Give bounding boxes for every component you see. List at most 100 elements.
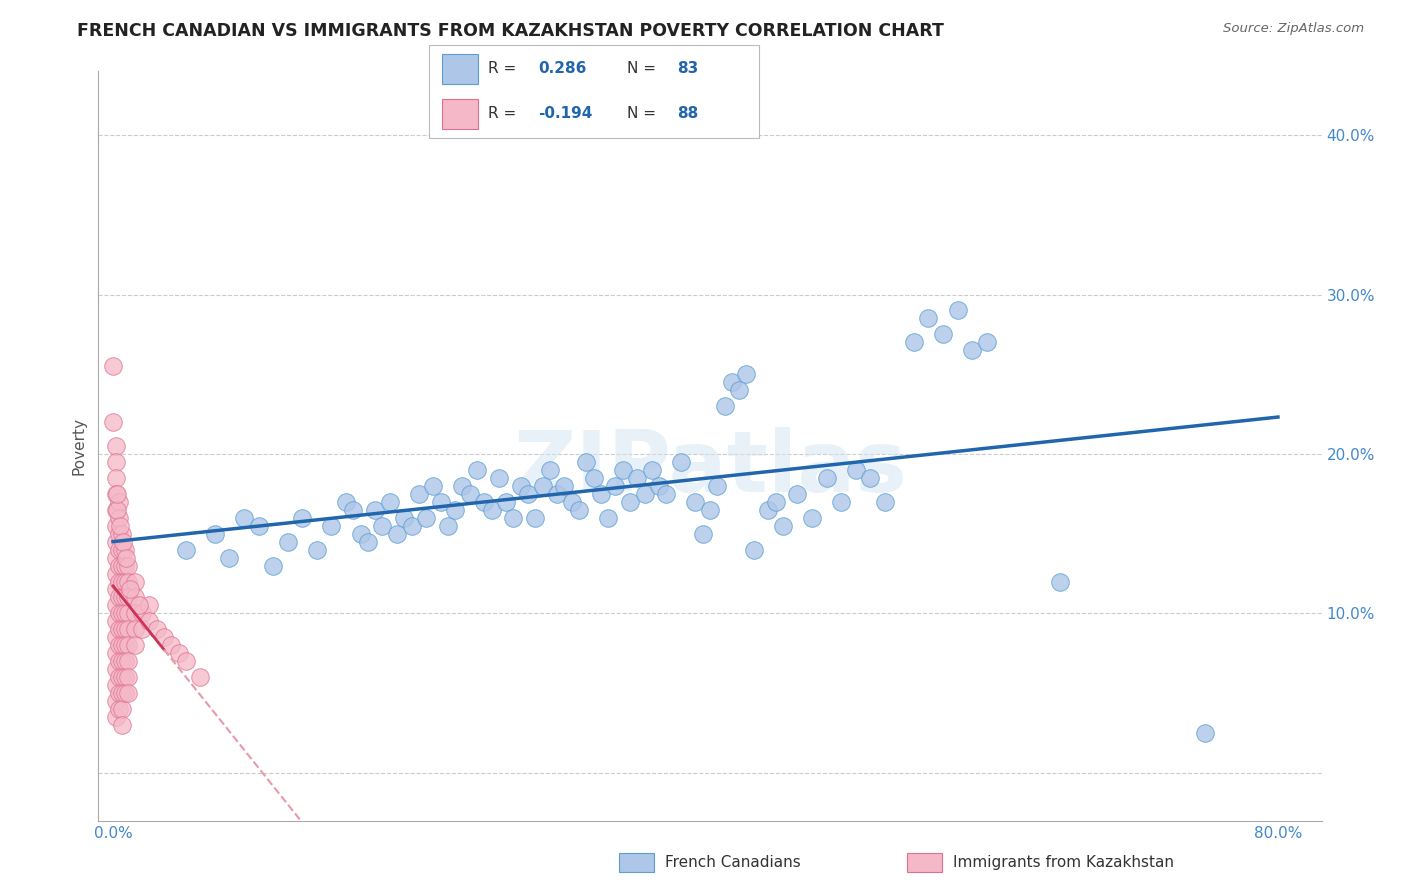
Point (291, 510, 314, 524)
Point (104, 566, 127, 581)
Point (131, 623, 153, 637)
Point (104, 534, 127, 549)
Point (976, 335, 998, 350)
Point (114, 607, 136, 621)
Point (596, 510, 619, 524)
Point (575, 455, 598, 469)
Point (110, 518, 132, 533)
Point (728, 383, 751, 397)
Point (786, 487, 808, 501)
Point (742, 542, 765, 557)
Point (859, 471, 882, 485)
Point (364, 502, 387, 516)
Point (335, 495, 357, 509)
Point (174, 542, 197, 557)
Point (108, 702, 131, 716)
Point (815, 471, 838, 485)
Point (641, 463, 664, 477)
Point (444, 502, 467, 516)
Point (104, 582, 127, 597)
Point (104, 615, 127, 629)
Text: FRENCH CANADIAN VS IMMIGRANTS FROM KAZAKHSTAN POVERTY CORRELATION CHART: FRENCH CANADIAN VS IMMIGRANTS FROM KAZAK… (77, 22, 945, 40)
Text: French Canadians: French Canadians (665, 855, 801, 870)
Point (167, 646, 190, 660)
Point (117, 638, 139, 652)
Point (277, 534, 299, 549)
Point (117, 670, 139, 684)
Point (104, 502, 127, 516)
Point (262, 558, 284, 573)
Point (685, 495, 707, 509)
Point (124, 607, 146, 621)
Text: -0.194: -0.194 (538, 106, 592, 121)
Bar (441, 99, 478, 129)
Point (495, 495, 517, 509)
Point (772, 518, 794, 533)
Point (124, 574, 146, 589)
Point (114, 670, 136, 684)
Text: N =: N = (627, 106, 657, 121)
Point (108, 638, 131, 652)
Point (124, 591, 146, 605)
Point (114, 542, 136, 557)
Point (114, 574, 136, 589)
Point (101, 359, 124, 374)
Point (357, 534, 380, 549)
Text: R =: R = (488, 62, 516, 77)
Point (706, 479, 728, 493)
Point (233, 510, 256, 524)
Point (655, 487, 678, 501)
Point (873, 495, 896, 509)
Text: 83: 83 (676, 62, 697, 77)
Point (648, 479, 671, 493)
Point (104, 646, 127, 660)
Point (669, 455, 692, 469)
Point (117, 686, 139, 700)
Point (917, 311, 939, 326)
Point (946, 303, 969, 318)
Bar (441, 54, 478, 84)
Point (138, 599, 160, 613)
Point (699, 502, 721, 516)
Point (517, 487, 540, 501)
Point (117, 558, 139, 573)
Text: N =: N = (627, 62, 657, 77)
Point (131, 607, 153, 621)
Point (114, 654, 136, 668)
Point (104, 630, 127, 644)
Text: ZIPatlas: ZIPatlas (513, 427, 907, 510)
Point (104, 710, 127, 724)
Point (612, 463, 634, 477)
Point (111, 670, 134, 684)
Point (568, 502, 591, 516)
Text: R =: R = (488, 106, 516, 121)
Point (111, 623, 134, 637)
Point (101, 415, 124, 429)
Point (105, 502, 128, 516)
Point (401, 518, 423, 533)
Text: Immigrants from Kazakhstan: Immigrants from Kazakhstan (953, 855, 1174, 870)
Point (561, 495, 583, 509)
Point (735, 368, 758, 382)
Point (138, 615, 160, 629)
Point (903, 335, 925, 350)
Point (481, 502, 503, 516)
Point (114, 623, 136, 637)
Point (1049, 574, 1071, 589)
Point (104, 599, 127, 613)
Point (619, 495, 641, 509)
Point (174, 654, 197, 668)
Point (104, 455, 127, 469)
Point (104, 678, 127, 692)
Point (104, 471, 127, 485)
Y-axis label: Poverty: Poverty (72, 417, 87, 475)
Point (117, 607, 139, 621)
Point (546, 487, 568, 501)
Point (458, 487, 481, 501)
Point (111, 526, 134, 541)
Point (472, 495, 495, 509)
Point (114, 638, 136, 652)
Point (108, 654, 131, 668)
Point (105, 487, 128, 501)
Point (108, 574, 131, 589)
